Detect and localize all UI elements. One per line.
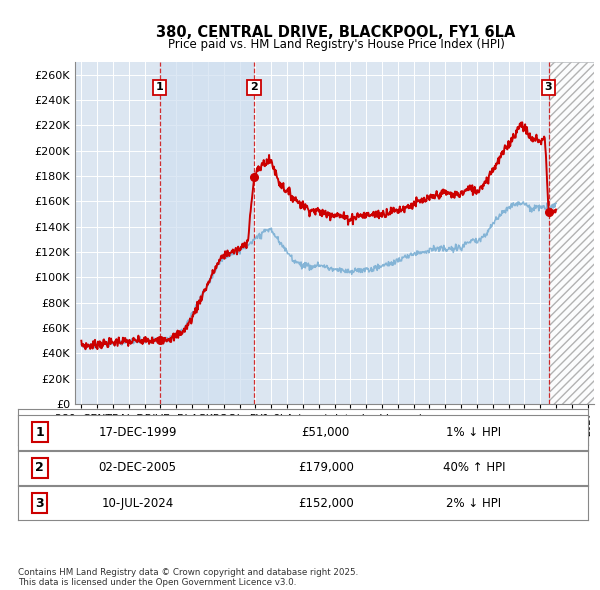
Text: 1: 1 <box>156 82 164 92</box>
Text: Contains HM Land Registry data © Crown copyright and database right 2025.
This d: Contains HM Land Registry data © Crown c… <box>18 568 358 587</box>
Text: 2% ↓ HPI: 2% ↓ HPI <box>446 497 502 510</box>
Text: £152,000: £152,000 <box>298 497 353 510</box>
Text: 380, CENTRAL DRIVE, BLACKPOOL, FY1 6LA (semi-detached house): 380, CENTRAL DRIVE, BLACKPOOL, FY1 6LA (… <box>55 413 423 423</box>
Text: 380, CENTRAL DRIVE, BLACKPOOL, FY1 6LA: 380, CENTRAL DRIVE, BLACKPOOL, FY1 6LA <box>157 25 515 40</box>
Text: 3: 3 <box>35 497 44 510</box>
Text: 2: 2 <box>250 82 258 92</box>
Text: 40% ↑ HPI: 40% ↑ HPI <box>443 461 505 474</box>
Text: 1: 1 <box>35 426 44 439</box>
Bar <box>548 62 594 404</box>
Text: 17-DEC-1999: 17-DEC-1999 <box>98 426 177 439</box>
Text: £179,000: £179,000 <box>298 461 354 474</box>
Text: 1% ↓ HPI: 1% ↓ HPI <box>446 426 502 439</box>
Text: HPI: Average price, semi-detached house, Blackpool: HPI: Average price, semi-detached house,… <box>55 430 340 440</box>
Text: Price paid vs. HM Land Registry's House Price Index (HPI): Price paid vs. HM Land Registry's House … <box>167 38 505 51</box>
Text: 02-DEC-2005: 02-DEC-2005 <box>98 461 176 474</box>
Text: 3: 3 <box>545 82 553 92</box>
Text: £51,000: £51,000 <box>302 426 350 439</box>
Bar <box>160 62 254 404</box>
Text: 10-JUL-2024: 10-JUL-2024 <box>101 497 174 510</box>
Text: 2: 2 <box>35 461 44 474</box>
